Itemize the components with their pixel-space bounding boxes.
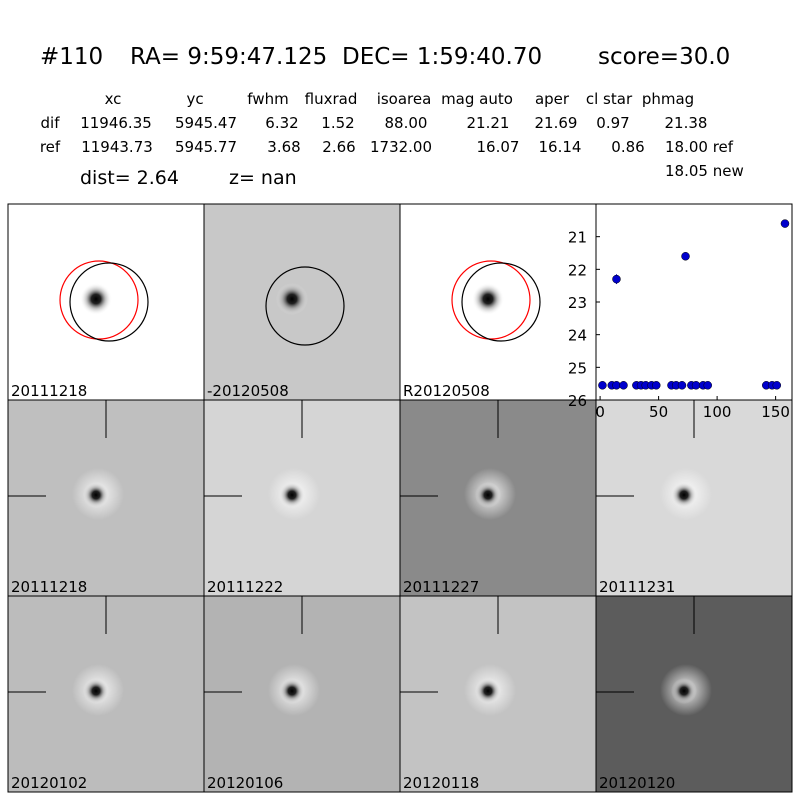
- table-cell: 11943.73: [81, 138, 153, 156]
- panel-label: -20120508: [207, 382, 289, 400]
- table-cell: 16.14: [539, 138, 582, 156]
- table-cell: 16.07: [477, 138, 520, 156]
- source: [671, 482, 697, 508]
- row-label: ref: [40, 138, 61, 156]
- table-cell: 18.00 ref: [665, 138, 734, 156]
- score: score=30.0: [598, 44, 730, 70]
- column-header: aper: [535, 90, 570, 108]
- point: [612, 274, 621, 284]
- column-header: phmag: [642, 90, 694, 108]
- table-cell: 1732.00: [370, 138, 432, 156]
- table-cell: 5945.77: [175, 138, 237, 156]
- panel-label: 20120102: [11, 774, 87, 792]
- point: [681, 252, 690, 261]
- table-cell: 11946.35: [80, 114, 152, 132]
- panel-label: 20111227: [403, 578, 479, 596]
- dist: dist= 2.64: [80, 167, 179, 189]
- source: [472, 283, 504, 315]
- x-tick-label: 100: [703, 403, 732, 421]
- source: [80, 283, 112, 315]
- table-cell: 6.32: [265, 114, 298, 132]
- table-cell: 0.86: [611, 138, 644, 156]
- point: [677, 381, 687, 390]
- column-header: yc: [186, 90, 203, 108]
- table-cell: 0.97: [596, 114, 629, 132]
- y-tick-label: 25: [568, 359, 587, 377]
- table-cell: 21.21: [467, 114, 510, 132]
- table-cell: 21.38: [665, 114, 708, 132]
- y-tick-label: 23: [568, 294, 587, 312]
- table-cell: 88.00: [385, 114, 428, 132]
- dif-circle: [461, 262, 541, 342]
- dec: DEC= 1:59:40.70: [342, 44, 542, 70]
- y-tick-label: 21: [568, 229, 587, 247]
- source: [279, 678, 305, 704]
- x-tick-label: 50: [649, 403, 668, 421]
- plot-area: [595, 203, 793, 401]
- source: [279, 482, 305, 508]
- table-cell: 5945.47: [175, 114, 237, 132]
- panel-label: 20120120: [599, 774, 675, 792]
- source: [475, 482, 501, 508]
- y-tick-label: 26: [568, 392, 587, 410]
- point: [703, 381, 712, 390]
- column-header: xc: [105, 90, 122, 108]
- source: [475, 678, 501, 704]
- source: [276, 283, 308, 315]
- panel-label: R20120508: [403, 382, 490, 400]
- point: [780, 219, 790, 228]
- candidate-id: #110: [40, 44, 103, 70]
- panel-label: 20120106: [207, 774, 283, 792]
- panel-label: 20111218: [11, 382, 87, 400]
- dif-circle: [265, 266, 345, 346]
- point: [772, 381, 782, 390]
- z: z= nan: [229, 167, 297, 189]
- panel-label: 20120118: [403, 774, 479, 792]
- table-cell: 3.68: [267, 138, 300, 156]
- point: [652, 381, 661, 390]
- table-cell: 21.69: [535, 114, 578, 132]
- table: xc yc fwhm fluxrad isoarea mag auto aper cl sta…: [40, 90, 734, 156]
- table-cell: 1.52: [321, 114, 354, 132]
- table-cell: 2.66: [322, 138, 355, 156]
- x-tick-label: 150: [761, 403, 790, 421]
- column-header: mag auto: [441, 90, 513, 108]
- ref-circle: [59, 260, 139, 340]
- panel-label: 20111231: [599, 578, 675, 596]
- source: [83, 482, 109, 508]
- row-label: dif: [41, 114, 61, 132]
- panel-label: 20111218: [11, 578, 87, 596]
- source: [83, 678, 109, 704]
- dif-circle: [69, 262, 149, 342]
- source: [671, 678, 697, 704]
- extra-phmag: 18.05 new: [665, 162, 744, 180]
- column-header: fluxrad: [305, 90, 358, 108]
- ref-circle: [451, 260, 531, 340]
- column-header: cl star: [586, 90, 633, 108]
- ra: RA= 9:59:47.125: [130, 44, 327, 70]
- point: [598, 381, 607, 390]
- point: [619, 381, 628, 390]
- panel-label: 20111222: [207, 578, 283, 596]
- column-header: isoarea: [377, 90, 432, 108]
- y-tick-label: 22: [568, 261, 587, 279]
- x-tick-label: 0: [595, 403, 605, 421]
- column-header: fwhm: [247, 90, 288, 108]
- y-tick-label: 24: [568, 327, 587, 345]
